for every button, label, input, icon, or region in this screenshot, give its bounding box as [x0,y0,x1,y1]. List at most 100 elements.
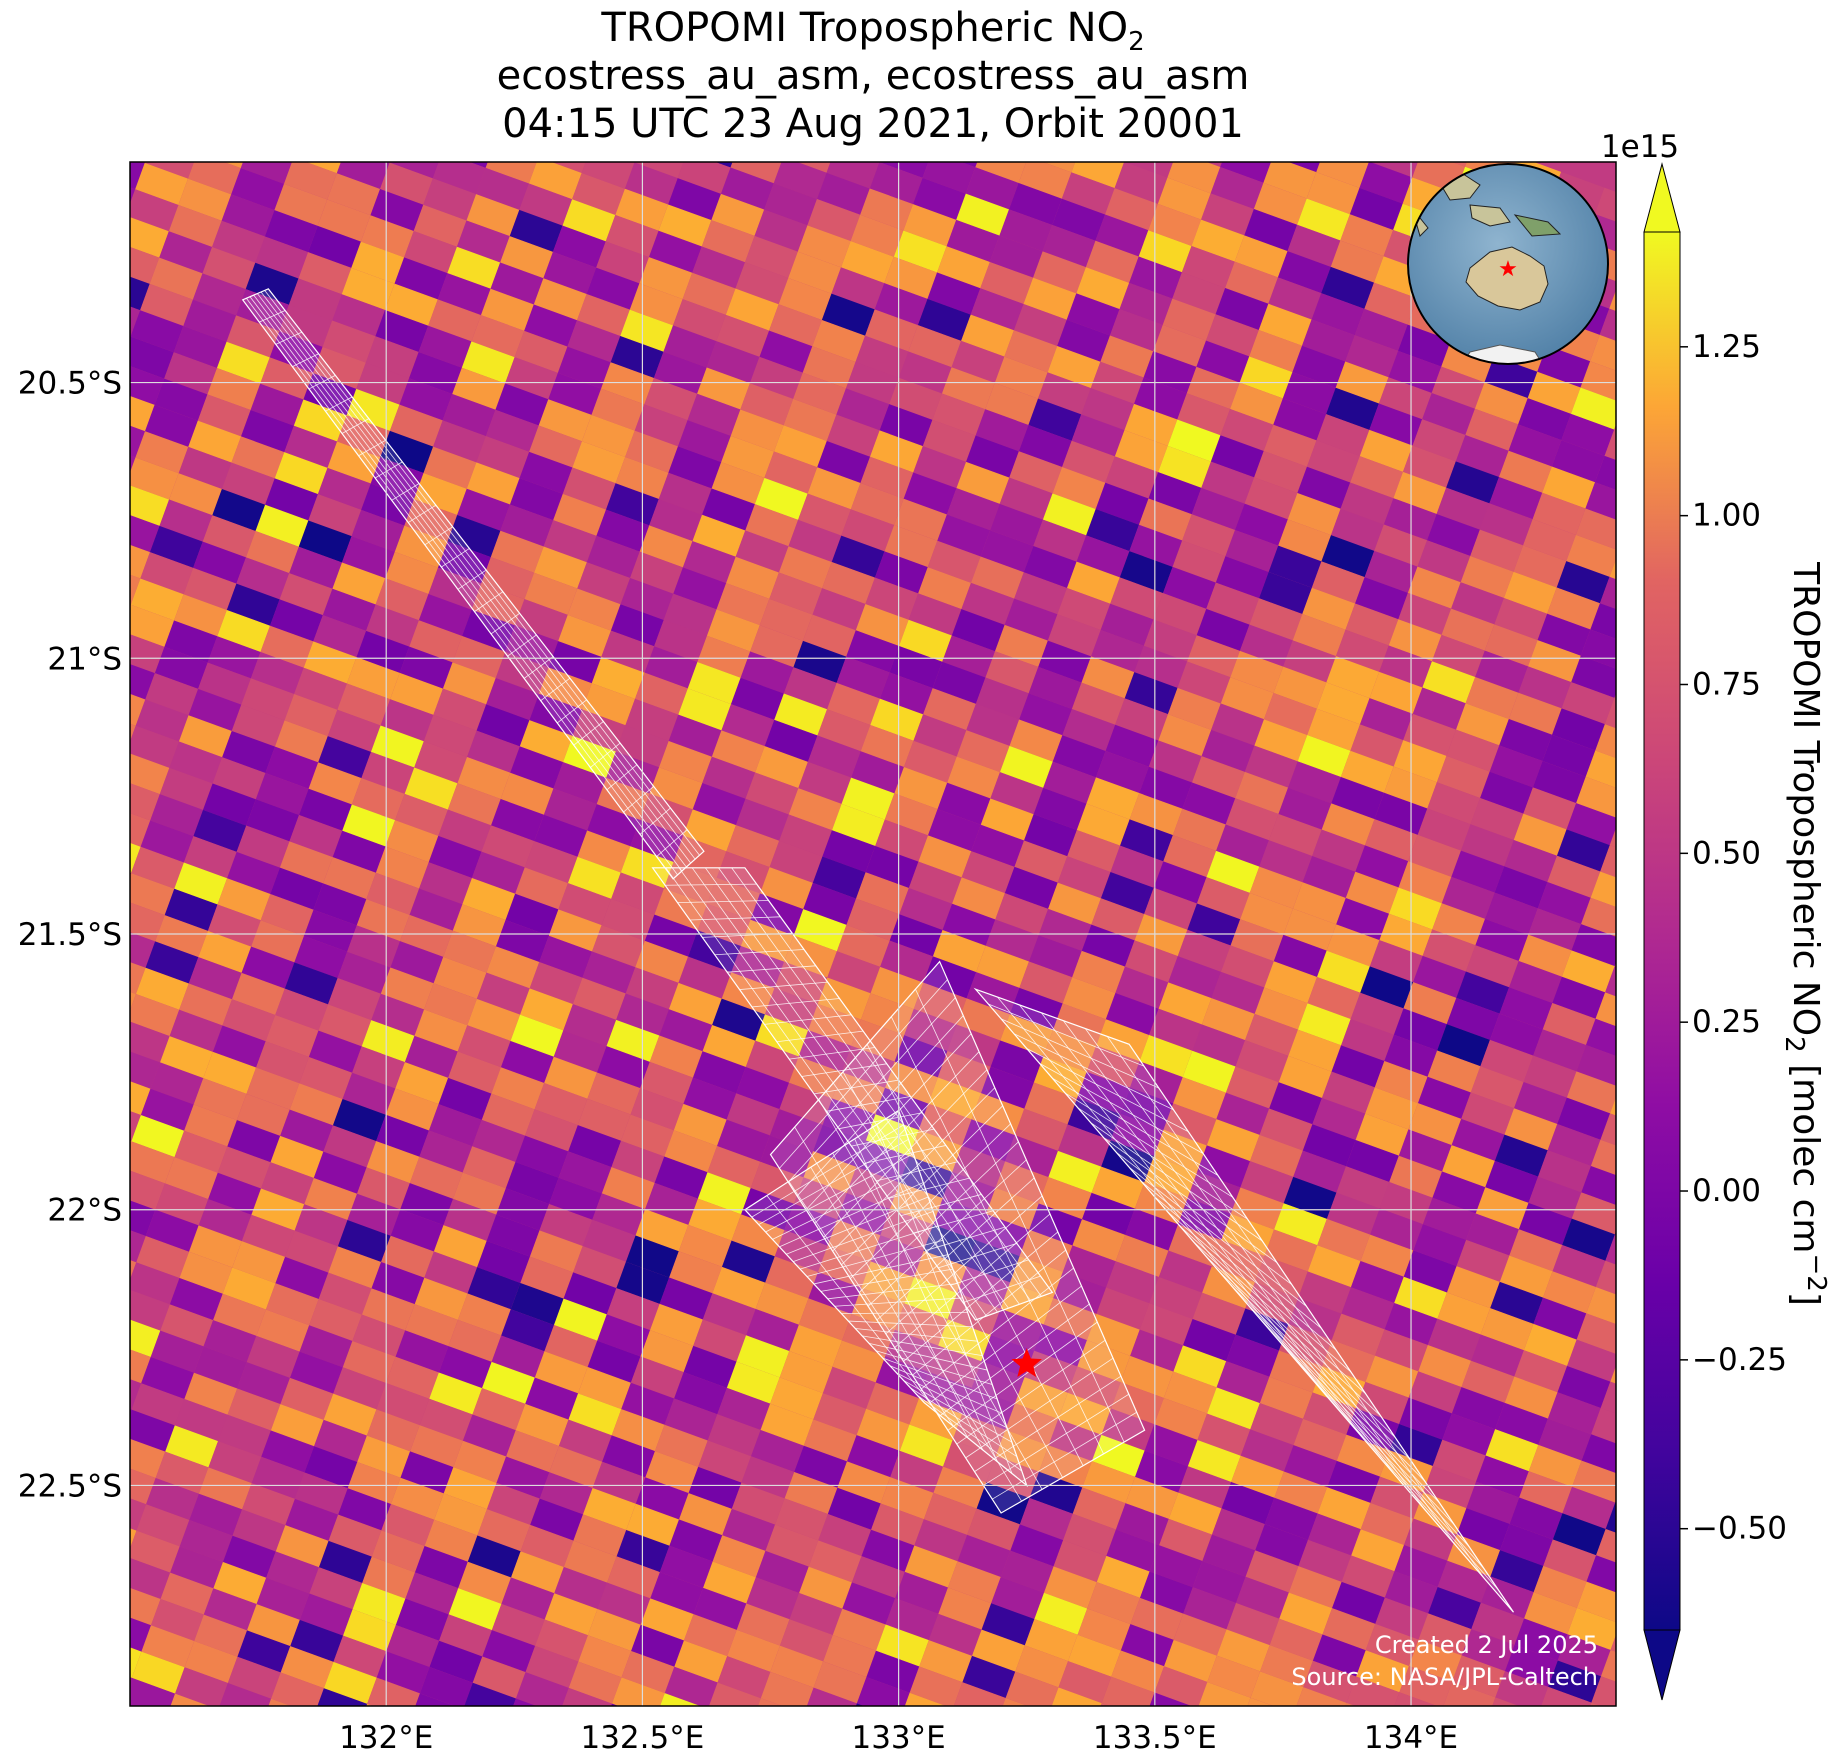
no2-pixel [1129,256,1182,299]
no2-pixel [178,715,232,758]
no2-pixel [482,1630,536,1673]
no2-pixel [1034,1324,1087,1367]
no2-pixel [908,325,962,368]
no2-pixel [635,672,688,715]
no2-pixel [1260,1645,1313,1688]
no2-pixel [130,634,165,674]
no2-pixel [966,435,1019,478]
no2-pixel [1580,361,1616,401]
no2-pixel [941,367,995,410]
no2-pixel [1562,1218,1615,1261]
no2-pixel [529,425,582,468]
no2-pixel [1404,1518,1457,1561]
no2-pixel [1028,666,1082,709]
no2-pixel [130,578,184,621]
no2-pixel [237,1362,290,1405]
no2-pixel [697,635,751,678]
no2-pixel [1250,1403,1304,1446]
no2-pixel [1547,1123,1601,1167]
no2-pixel [799,1566,852,1609]
no2-pixel [971,824,1025,867]
no2-pixel [1332,1581,1385,1624]
no2-pixel [1072,1487,1126,1530]
no2-pixel [630,551,683,594]
no2-pixel [1279,1592,1333,1635]
no2-pixel [827,951,881,994]
no2-pixel [1245,1013,1298,1056]
no2-pixel [500,236,553,279]
no2-pixel [836,924,890,967]
no2-pixel [1355,845,1409,888]
no2-pixel [692,783,746,826]
no2-pixel [1427,513,1480,556]
no2-pixel [495,115,548,157]
no2-pixel [1019,693,1072,736]
no2-pixel [764,719,818,762]
no2-pixel [1576,776,1616,818]
no2-pixel [284,962,338,1005]
no2-pixel [433,420,486,463]
no2-pixel [524,841,578,884]
no2-pixel [1677,903,1730,945]
no2-pixel [1066,293,1120,336]
no2-pixel [855,603,909,647]
no2-pixel [130,693,146,726]
no2-pixel [1125,1476,1179,1519]
no2-pixel [438,1077,492,1120]
no2-pixel [1110,845,1164,888]
no2-pixel [1057,1124,1111,1167]
no2-pixel [650,1303,703,1346]
no2-pixel [352,1314,406,1357]
no2-pixel [654,1424,708,1467]
no2-pixel [1365,1623,1419,1666]
no2-pixel [1408,1639,1462,1682]
no2-pixel [496,1456,550,1499]
no2-pixel [486,1482,540,1525]
no2-pixel [515,867,568,910]
no2-pixel [899,887,953,931]
no2-pixel [357,1167,410,1210]
no2-pixel [750,625,803,668]
no2-pixel [1051,1687,1102,1706]
no2-pixel [1480,771,1533,814]
no2-pixel [702,756,756,799]
no2-pixel [486,1214,540,1257]
no2-pixel [1557,1097,1611,1140]
no2-pixel [285,1230,338,1273]
no2-pixel [1206,850,1260,893]
no2-pixel [927,540,981,583]
no2-pixel [520,988,573,1031]
no2-pixel [688,1466,742,1509]
no2-pixel [1673,1587,1726,1629]
no2-pixel [1259,1376,1313,1419]
no2-pixel [779,1082,833,1125]
no2-pixel [1058,1392,1112,1435]
no2-pixel [994,356,1048,399]
no2-pixel [376,1651,430,1694]
no2-pixel [981,1603,1035,1646]
no2-pixel [213,1562,267,1605]
credit-created: Created 2 Jul 2025 [1375,1631,1598,1659]
no2-pixel [832,1072,886,1115]
no2-pixel [495,383,549,426]
no2-pixel [606,751,660,794]
no2-pixel [1494,598,1548,641]
no2-pixel [798,761,852,804]
no2-pixel [1215,287,1269,331]
no2-pixel [1148,203,1202,246]
no2-pixel [1346,1139,1399,1183]
no2-pixel [1393,740,1447,783]
no2-pixel [1009,987,1063,1030]
no2-pixel [1307,1245,1361,1288]
no2-pixel [1572,1729,1625,1752]
no2-pixel [452,367,506,410]
no2-pixel [610,335,664,379]
no2-pixel [130,991,136,1011]
no2-pixel [553,493,607,536]
no2-pixel [1109,309,1163,352]
no2-pixel [831,267,885,310]
no2-pixel [726,1361,780,1404]
no2-pixel [822,1098,876,1141]
no2-pixel [308,1030,362,1073]
no2-pixel [1129,793,1183,836]
